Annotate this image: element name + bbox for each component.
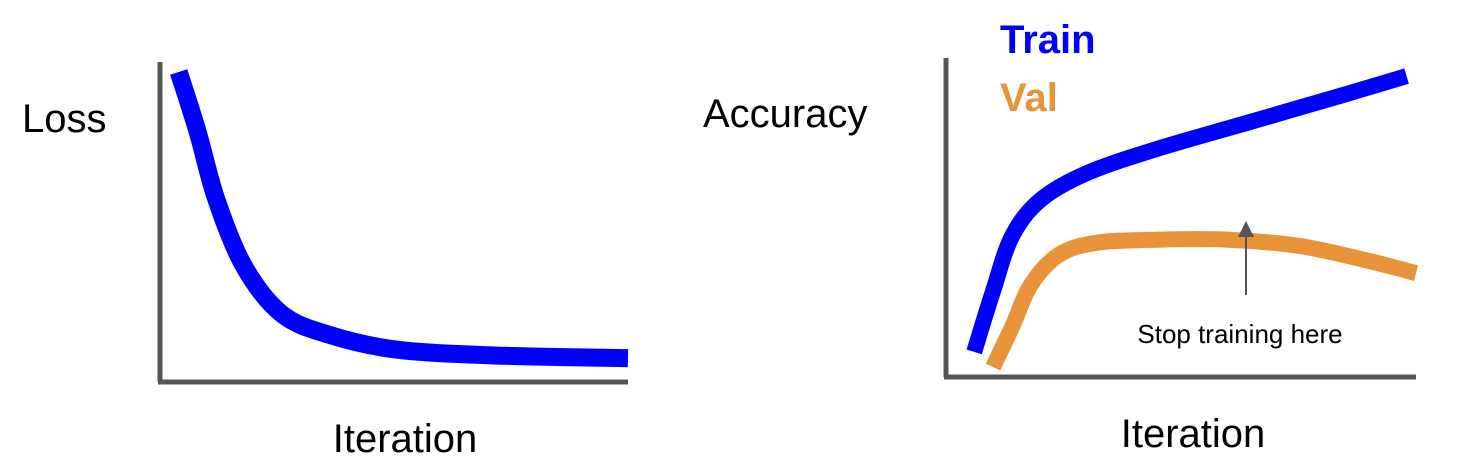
accuracy-chart: Accuracy Iteration Train Val Stop traini… <box>703 18 1416 456</box>
loss-y-label: Loss <box>22 97 107 141</box>
accuracy-x-label: Iteration <box>1121 412 1266 456</box>
stop-annotation: Stop training here <box>1137 319 1342 349</box>
accuracy-y-label: Accuracy <box>703 92 868 136</box>
legend-val: Val <box>1000 76 1058 120</box>
loss-chart: Loss Iteration <box>22 62 628 461</box>
loss-series-line <box>179 72 628 358</box>
loss-x-label: Iteration <box>333 417 478 461</box>
legend-train: Train <box>1000 18 1096 62</box>
